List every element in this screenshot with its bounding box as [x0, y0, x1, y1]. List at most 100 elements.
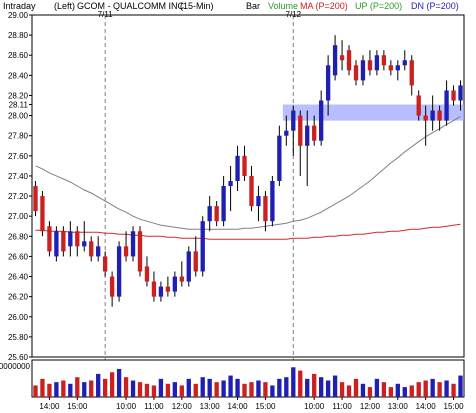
candle-body: [200, 221, 205, 272]
candle-body: [242, 155, 247, 176]
x-tick-label: 12:00: [172, 402, 193, 411]
x-tick-label: 14:00: [416, 402, 437, 411]
candle-body: [305, 125, 310, 146]
candle-body: [116, 246, 122, 297]
x-tick-label: 10:00: [304, 402, 325, 411]
candle-body: [186, 251, 191, 282]
volume-bar: [416, 382, 421, 397]
volume-bar: [437, 382, 442, 397]
y-tick-label: 26.60: [8, 252, 29, 261]
candle-body: [158, 286, 164, 297]
volume-bar: [263, 382, 268, 397]
volume-bar: [277, 378, 282, 397]
volume-bar: [388, 387, 393, 397]
candle-body: [249, 175, 254, 207]
volume-legend-label: Volume: [268, 1, 299, 11]
y-tick-label: 26.40: [8, 273, 29, 282]
bar-label: Bar: [246, 1, 261, 11]
candle-body: [437, 110, 442, 121]
interval-label: (15-Min): [180, 1, 214, 11]
volume-bar: [186, 378, 191, 397]
candle-body: [75, 231, 80, 247]
chart-header: Intraday (Left) GCOM - QUALCOMM INC (15-…: [0, 0, 476, 13]
volume-bar: [75, 377, 80, 397]
volume-bar: [312, 373, 317, 397]
volume-bar: [339, 382, 345, 397]
price-panel-frame: [31, 14, 465, 358]
ma-200-line: [35, 223, 461, 240]
candle-body: [409, 60, 414, 86]
volume-bar: [360, 383, 366, 397]
volume-bar: [96, 373, 101, 397]
y-tick-label: 26.80: [8, 232, 29, 241]
volume-bar: [200, 377, 205, 397]
volume-bar: [305, 378, 310, 397]
candle-body: [284, 130, 289, 136]
volume-bar: [256, 380, 261, 397]
candle-body: [179, 276, 184, 282]
candle-body: [402, 60, 407, 66]
x-tick-label: 14:00: [228, 402, 249, 411]
up-band-line: [35, 116, 461, 230]
x-tick-label: 11:00: [332, 402, 352, 411]
symbol-label: GCOM - QUALCOMM INC: [77, 1, 184, 11]
volume-bar: [430, 378, 435, 397]
candle-body: [353, 65, 359, 81]
candle-body: [172, 276, 177, 292]
y-tick-label: 25.60: [8, 353, 29, 362]
volume-bar: [33, 385, 38, 397]
date-marker-label: 7/12: [286, 10, 302, 19]
candle-body: [444, 90, 449, 121]
volume-bar: [444, 380, 449, 397]
candle-body: [137, 231, 143, 272]
candle-body: [54, 231, 59, 257]
candle-body: [291, 110, 296, 131]
y-tick-label: 26.00: [8, 313, 29, 322]
volume-bar: [130, 380, 136, 397]
y-tick-label: 28.60: [8, 51, 29, 60]
candle-body: [221, 186, 226, 222]
volume-bar: [395, 383, 400, 397]
volume-bar: [172, 382, 177, 397]
volume-bar: [103, 378, 108, 397]
x-tick-label: 12:00: [360, 402, 381, 411]
candle-body: [123, 246, 129, 257]
x-tick-label: 14:00: [39, 402, 60, 411]
candle-body: [332, 45, 338, 76]
y-tick-label: 28.80: [8, 31, 29, 40]
x-tick-label: 15:00: [255, 402, 276, 411]
candle-body: [416, 95, 421, 116]
volume-bar: [235, 378, 240, 397]
x-tick-label: 15:00: [444, 402, 465, 411]
candle-body: [325, 65, 331, 101]
candle-body: [256, 196, 261, 207]
volume-bar: [151, 385, 157, 397]
position-label: (Left): [54, 1, 76, 11]
candle-body: [228, 180, 233, 186]
candle-body: [109, 276, 115, 297]
volume-bar: [47, 383, 52, 397]
candle-body: [165, 286, 171, 292]
volume-bar: [374, 378, 380, 397]
volume-bar: [82, 382, 87, 397]
candle-body: [319, 100, 324, 141]
volume-bar: [207, 378, 212, 397]
volume-bar: [137, 382, 143, 397]
volume-bar: [367, 387, 373, 397]
candle-body: [298, 115, 303, 146]
volume-bar: [144, 383, 150, 397]
candle-body: [395, 65, 400, 71]
volume-bar: [319, 377, 324, 397]
y-tick-label: 29.00: [8, 11, 29, 20]
candle-body: [360, 60, 366, 81]
y-tick-label: 28.40: [8, 71, 29, 80]
y-tick-label: 26.20: [8, 293, 29, 302]
volume-bar: [116, 368, 122, 397]
candle-body: [235, 155, 240, 181]
volume-bar: [214, 382, 219, 397]
volume-bar: [270, 385, 275, 397]
volume-bar: [402, 387, 407, 397]
volume-bar: [89, 380, 94, 397]
candle-body: [339, 55, 345, 61]
